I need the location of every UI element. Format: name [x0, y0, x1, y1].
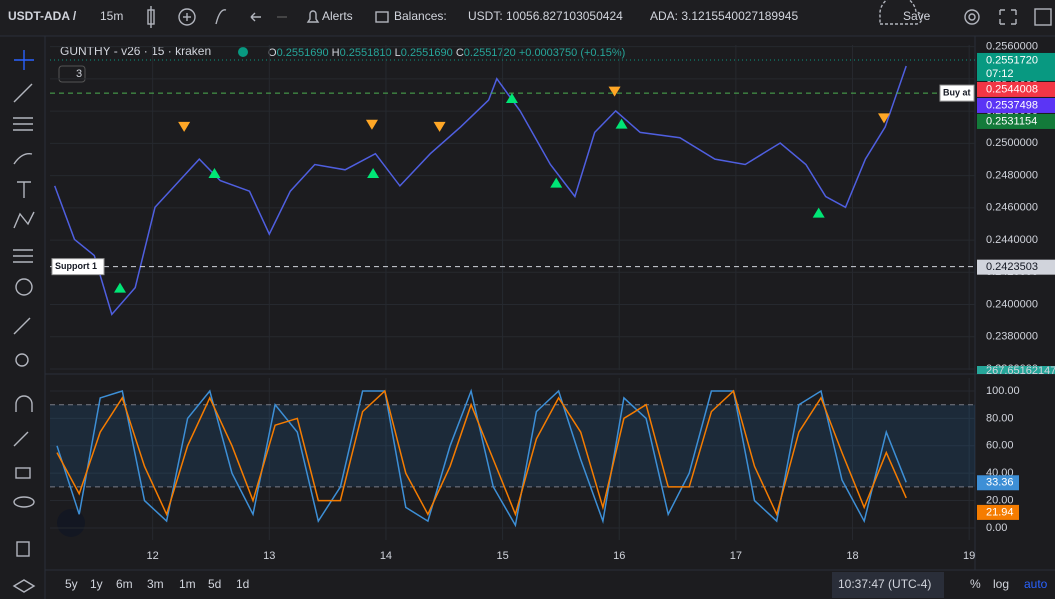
- y-tick-label: 0.2480000: [986, 169, 1038, 181]
- x-tick-label: 17: [730, 550, 742, 562]
- y-tick-label: 0.2380000: [986, 331, 1038, 343]
- y-tick-label: 80.00: [986, 412, 1014, 424]
- price-label: 0.2544008: [986, 83, 1038, 95]
- x-tick-label: 15: [496, 550, 508, 562]
- usdt-balance: USDT: 10056.827103050424: [468, 9, 623, 23]
- price-label-box: [977, 113, 1055, 129]
- price-label: 0.2423503: [986, 261, 1038, 273]
- time-box: [832, 572, 944, 598]
- range-button[interactable]: 5d: [208, 577, 221, 591]
- volume-label: 267.65162147: [986, 365, 1055, 377]
- toolbar-icons[interactable]: [147, 0, 1052, 28]
- x-tick-label: 18: [846, 550, 858, 562]
- balances-label: Balances:: [394, 9, 447, 23]
- collapse-button[interactable]: [58, 65, 86, 83]
- buy-signal: [550, 177, 563, 188]
- clock: 10:37:47 (UTC-4): [838, 577, 931, 591]
- range-button[interactable]: 1m: [179, 577, 196, 591]
- save-button[interactable]: Save: [903, 9, 931, 23]
- y-tick-label: 0.2560000: [986, 41, 1038, 53]
- collapse-count[interactable]: 3: [76, 68, 82, 80]
- ohlc-key: C: [456, 47, 464, 59]
- ohlc-value: 0.2551690: [401, 47, 453, 59]
- oscillator-line: [56, 389, 907, 517]
- buy-signal: [113, 282, 126, 293]
- oscillator-line: [56, 388, 907, 528]
- last-value-label: 21.94: [986, 506, 1014, 518]
- x-tick-label: 19: [963, 550, 975, 562]
- buy-signal: [812, 207, 825, 218]
- range-button[interactable]: 3m: [147, 577, 164, 591]
- ohlc-key: O: [268, 47, 277, 59]
- price-line: [53, 65, 907, 316]
- ohlc-key: H: [332, 47, 340, 59]
- last-value-box: [977, 504, 1019, 520]
- last-value-box: [977, 475, 1019, 491]
- ohlc-value: 0.2551720: [464, 47, 516, 59]
- price-label: 0.2551720: [986, 54, 1038, 66]
- ohlc-legend: O0.2551690 H0.2551810 L0.2551690 C0.2551…: [268, 47, 625, 59]
- last-value-label: 33.36: [986, 477, 1014, 489]
- bottom-bar: 5y 1y 6m 3m 1m 5d 1d 10:37:47 (UTC-4)% log auto: [65, 572, 1048, 598]
- change: +0.0003750 (+0.15%): [519, 47, 625, 59]
- y-tick-label: 0.00: [986, 522, 1007, 534]
- price-label-box: [977, 97, 1055, 113]
- price-label-box: [977, 259, 1055, 275]
- sell-signal: [178, 121, 191, 132]
- indicator-title: GUNTHY - v26 · 15 · kraken: [60, 44, 211, 58]
- countdown: 07:12: [986, 68, 1014, 80]
- range-button[interactable]: 1d: [236, 577, 249, 591]
- ohlc-value: 0.2551810: [340, 47, 392, 59]
- y-tick-label: 0.2460000: [986, 202, 1038, 214]
- buy-signal: [505, 93, 518, 104]
- interval[interactable]: 15m: [100, 9, 123, 23]
- range-button[interactable]: 5y: [65, 577, 78, 591]
- percent-toggle[interactable]: %: [970, 577, 981, 591]
- x-tick-label: 14: [380, 550, 392, 562]
- volume-label-box: [977, 366, 1055, 374]
- auto-toggle[interactable]: auto: [1024, 577, 1048, 591]
- y-tick-label: 0.2440000: [986, 234, 1038, 246]
- drawing-tools[interactable]: [12, 50, 36, 593]
- symbol[interactable]: USDT-ADA /: [8, 9, 77, 23]
- status-dot: [238, 47, 248, 57]
- buy-signal: [367, 168, 380, 179]
- sell-signal: [878, 113, 891, 124]
- y-tick-label: 20.00: [986, 494, 1014, 506]
- top-toolbar: [0, 0, 1055, 36]
- ohlc-key: L: [395, 47, 401, 59]
- level-note: Buy at: [943, 87, 971, 97]
- level-note: Support 1: [55, 261, 97, 271]
- y-tick-label: 60.00: [986, 440, 1014, 452]
- note-box: [51, 258, 105, 276]
- y-tick-label: 0.2400000: [986, 298, 1038, 310]
- logo[interactable]: [57, 509, 85, 537]
- x-tick-label: 16: [613, 550, 625, 562]
- sell-signal: [608, 86, 621, 97]
- sell-signal: [433, 121, 446, 132]
- price-label-box: [977, 81, 1055, 97]
- price-label-box: [977, 52, 1055, 81]
- x-tick-label: 12: [147, 550, 159, 562]
- x-tick-label: 13: [263, 550, 275, 562]
- buy-signal: [208, 168, 221, 179]
- buy-signal: [615, 118, 628, 129]
- ohlc-value: 0.2551690: [277, 47, 329, 59]
- alerts-button[interactable]: Alerts: [322, 9, 353, 23]
- price-label: 0.2531154: [986, 115, 1037, 127]
- log-toggle[interactable]: log: [993, 577, 1009, 591]
- range-button[interactable]: 1y: [90, 577, 103, 591]
- price-label: 0.2537498: [986, 99, 1038, 111]
- y-tick-label: 0.2500000: [986, 137, 1038, 149]
- sell-signal: [365, 119, 378, 130]
- y-tick-label: 100.00: [986, 385, 1020, 397]
- ada-balance: ADA: 3.1215540027189945: [650, 9, 798, 23]
- range-button[interactable]: 6m: [116, 577, 133, 591]
- band: [50, 404, 975, 487]
- note-box: [939, 84, 975, 102]
